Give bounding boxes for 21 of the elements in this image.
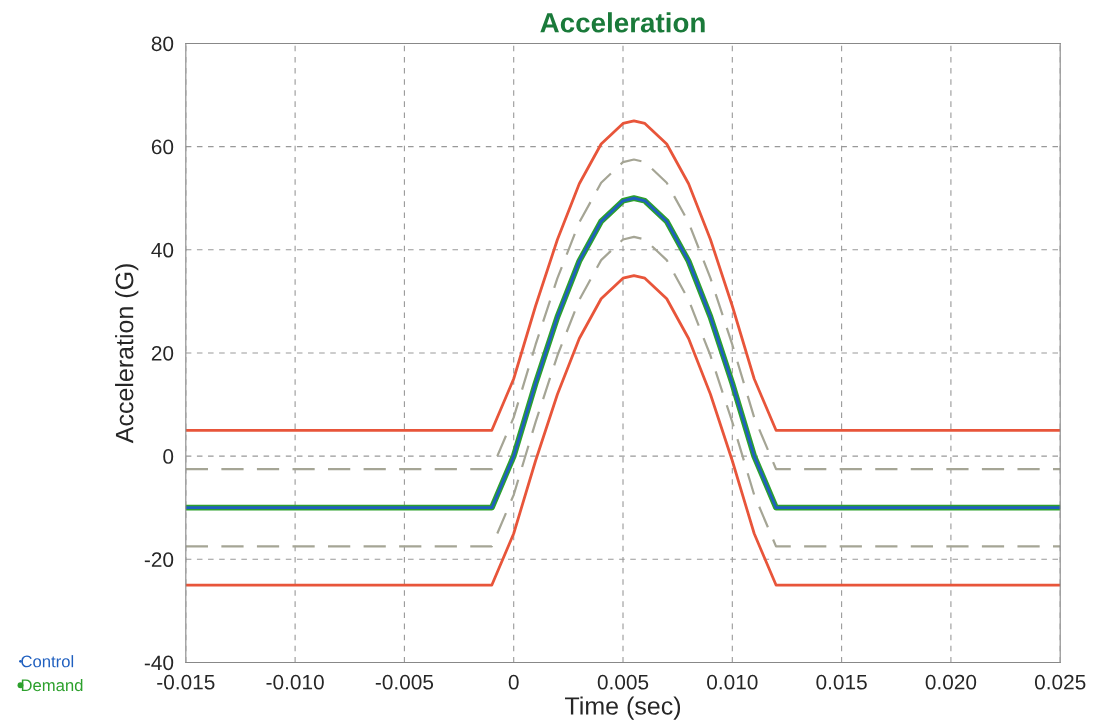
x-tick-label: 0.015	[816, 674, 867, 690]
y-tick-label: 80	[151, 36, 174, 52]
x-tick-label: 0.010	[707, 674, 758, 690]
x-tick-label: -0.010	[266, 674, 324, 690]
x-tick-label: -0.005	[375, 674, 434, 690]
y-tick-label: -20	[144, 552, 174, 568]
y-tick-label: -40	[144, 655, 174, 671]
x-tick-label: 0	[508, 674, 519, 690]
y-tick-label: 60	[151, 139, 174, 155]
x-axis-title: Time (sec)	[565, 696, 681, 720]
legend-label: Demand	[21, 678, 83, 692]
y-tick-label: 40	[151, 242, 174, 258]
chart-title: Acceleration	[540, 12, 705, 33]
y-tick-label: 20	[151, 345, 174, 361]
x-tick-label: 0.005	[597, 674, 649, 690]
legend-label: Control	[21, 655, 74, 668]
y-axis-title: Acceleration (G)	[115, 264, 139, 444]
x-tick-label: 0.025	[1034, 674, 1086, 690]
y-tick-label: 0	[163, 449, 174, 464]
x-tick-label: 0.020	[925, 674, 977, 690]
x-tick-label: -0.015	[157, 674, 215, 690]
